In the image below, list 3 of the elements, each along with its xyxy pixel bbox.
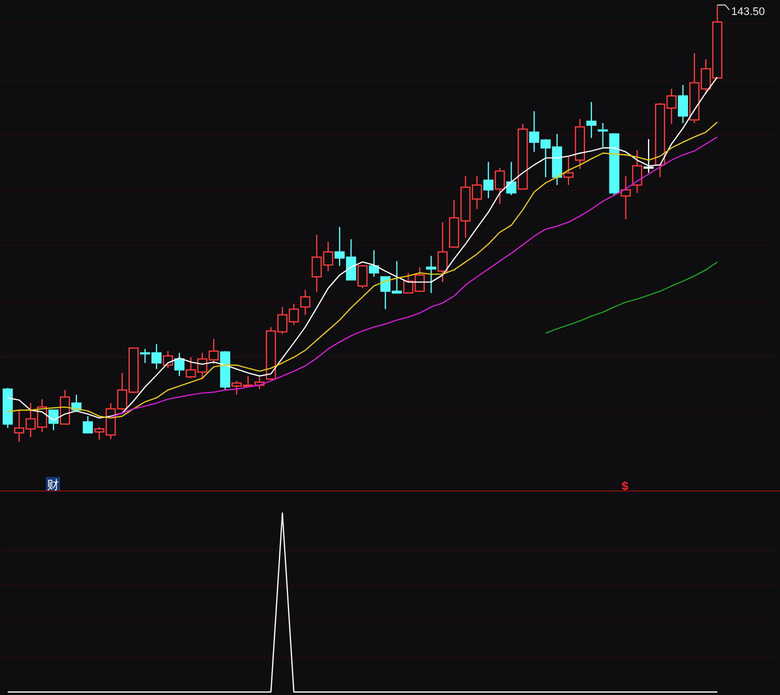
- text: $: [622, 479, 629, 493]
- text: 财: [47, 478, 59, 492]
- text: 143.50: [731, 6, 765, 18]
